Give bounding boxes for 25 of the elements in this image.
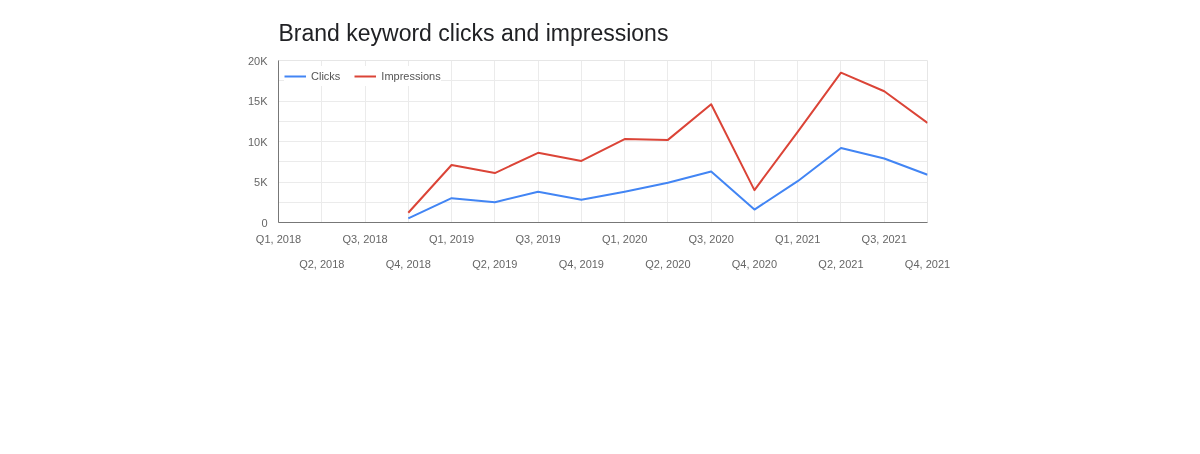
line-series [407, 146, 928, 220]
x-tick-label: Q1, 2020 [602, 232, 648, 245]
y-tick-label: 15K [247, 95, 269, 107]
x-tick-label: Q3, 2019 [515, 232, 561, 245]
y-tick-label: 5K [254, 176, 269, 188]
x-tick-label: Q2, 2019 [472, 257, 518, 270]
x-tick-label: Q1, 2021 [775, 232, 821, 245]
x-tick-label: Q3, 2018 [342, 232, 388, 245]
x-tick-label: Q1, 2019 [428, 232, 475, 245]
x-tick-label: Q4, 2018 [385, 257, 431, 270]
x-tick-label: Q4, 2019 [558, 257, 604, 270]
chart-title: Brand keyword clicks and impressions [278, 19, 669, 46]
y-tick-label: 20K [247, 54, 269, 67]
y-tick-label: 0 [261, 216, 268, 229]
x-tick-label: Q1, 2018 [255, 232, 302, 245]
y-tick-label: 10K [247, 135, 269, 148]
x-tick-label: Q4, 2021 [904, 257, 951, 270]
x-tick-label: Q2, 2021 [818, 257, 864, 270]
x-tick-label: Q3, 2021 [861, 232, 907, 245]
x-tick-label: Q4, 2020 [731, 257, 778, 270]
legend-label: Clicks [311, 70, 341, 82]
legend-label: Impressions [381, 70, 441, 82]
x-tick-label: Q2, 2018 [299, 257, 345, 270]
x-tick-label: Q2, 2020 [645, 257, 691, 270]
x-tick-label: Q3, 2020 [688, 232, 734, 245]
